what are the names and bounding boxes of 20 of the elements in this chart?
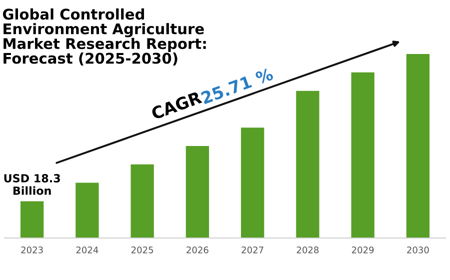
annotation: CAGR: [150, 90, 202, 120]
x-tick-label: 2028: [296, 246, 319, 254]
x-tick-label: 2030: [407, 246, 429, 254]
x-tick-label: 2024: [76, 246, 98, 254]
x-tick-label: 2025: [131, 246, 154, 254]
annotation: USD 18.3 Billion: [4, 174, 60, 195]
chart-title: Global Controlled Environment Agriculture Market Research Report: Forecast (2025-2030): [2, 8, 206, 66]
bar: [76, 182, 99, 238]
bar: [406, 54, 430, 238]
bar: [186, 146, 210, 238]
x-tick-label: 2029: [352, 246, 374, 254]
x-tick-label: 2023: [21, 246, 43, 254]
bar: [351, 72, 374, 238]
bar: [240, 128, 264, 238]
bar: [20, 201, 44, 238]
x-tick-label: 2027: [242, 246, 264, 254]
bar: [130, 164, 154, 238]
annotation: 25.71 %: [200, 67, 274, 104]
x-tick-label: 2026: [186, 246, 208, 254]
bar: [296, 90, 320, 238]
